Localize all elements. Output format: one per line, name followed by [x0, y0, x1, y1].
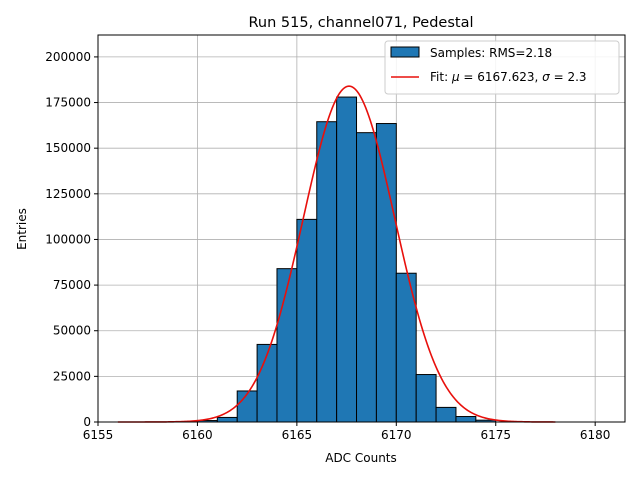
- legend-label-samples: Samples: RMS=2.18: [430, 46, 552, 60]
- y-tick-label: 100000: [45, 232, 91, 246]
- histogram-bar: [455, 416, 477, 423]
- histogram-bar: [336, 96, 358, 423]
- histogram-bar: [296, 218, 318, 423]
- histogram-bar: [236, 390, 258, 423]
- y-tick-label: 25000: [53, 369, 91, 383]
- histogram-bar: [375, 123, 397, 423]
- y-tick-label: 75000: [53, 278, 91, 292]
- y-tick-label: 175000: [45, 96, 91, 110]
- histogram-bar: [435, 406, 457, 423]
- legend-label-fit: Fit: μ = 6167.623, σ = 2.3: [430, 70, 587, 84]
- legend-box: [384, 40, 620, 95]
- y-tick-label: 200000: [45, 50, 91, 64]
- y-axis-label: Entries: [15, 208, 29, 250]
- histogram-bars: [196, 96, 497, 423]
- chart-title: Run 515, channel071, Pedestal: [248, 15, 473, 31]
- histogram-bar: [316, 121, 338, 423]
- x-tick-label: 6165: [282, 428, 313, 442]
- histogram-bar: [276, 268, 298, 423]
- fit-curve: [117, 85, 556, 423]
- x-tick-label: 6160: [182, 428, 213, 442]
- y-axis-ticks: 0 25000 50000 75000 100000 125000 150000 175000…: [45, 50, 98, 429]
- legend: Samples: RMS=2.18 Fit: μ = 6167.623, σ =…: [384, 40, 620, 95]
- x-tick-label: 6180: [580, 428, 611, 442]
- histogram-bar: [356, 132, 377, 423]
- x-axis-ticks: 6155 6160 6165 6170 6175 6180: [83, 422, 611, 442]
- x-tick-label: 6170: [381, 428, 412, 442]
- y-tick-label: 0: [83, 415, 91, 429]
- histogram-bar: [216, 416, 238, 423]
- y-tick-label: 150000: [45, 141, 91, 155]
- plot-frame: [97, 34, 626, 423]
- histogram-bar: [415, 374, 437, 423]
- x-tick-label: 6175: [480, 428, 511, 442]
- x-axis-label: ADC Counts: [325, 451, 397, 465]
- y-tick-label: 50000: [53, 324, 91, 338]
- legend-swatch-samples: [390, 46, 420, 58]
- x-tick-label: 6155: [83, 428, 114, 442]
- y-tick-label: 125000: [45, 187, 91, 201]
